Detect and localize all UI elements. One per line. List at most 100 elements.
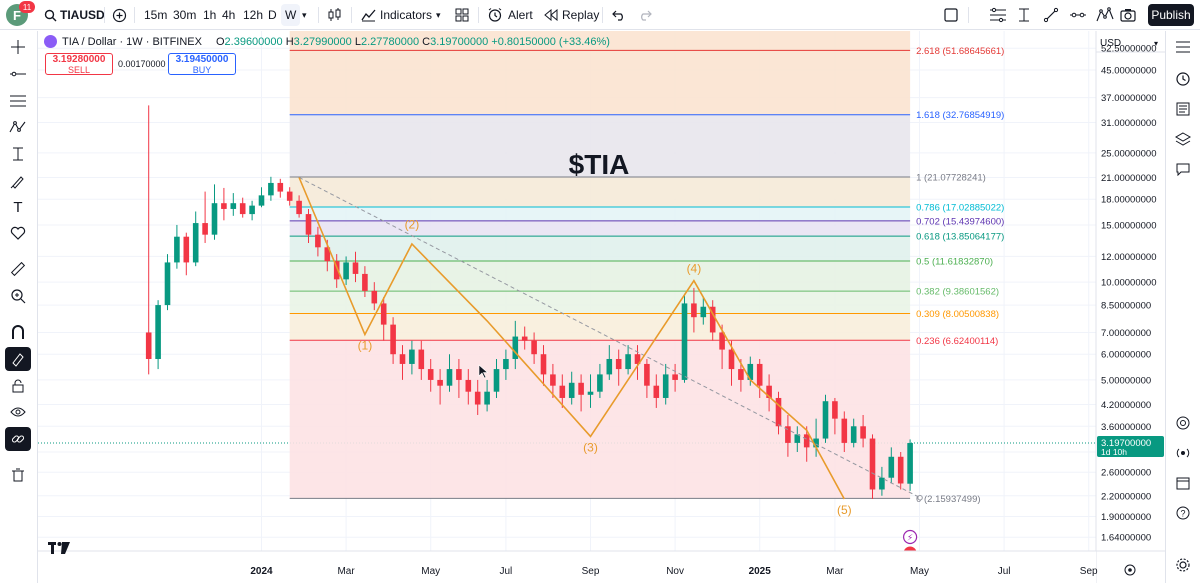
- replay-button[interactable]: Replay: [562, 8, 600, 22]
- fib-level-label: 0.786 (17.02885022): [916, 203, 1004, 214]
- price-chart[interactable]: 2.618 (51.68645661) 1.618 (32.76854919) 1 …: [38, 31, 1165, 583]
- last-price-value: 3.19700000: [1101, 438, 1151, 449]
- alert-button[interactable]: Alert: [508, 8, 533, 22]
- price-tick-label: 37.00000000: [1101, 93, 1156, 104]
- interval-dropdown-icon[interactable]: ▾: [302, 9, 307, 20]
- settings-gear-icon[interactable]: [1171, 553, 1195, 577]
- chat-icon[interactable]: [1171, 157, 1195, 181]
- symbol-search-icon[interactable]: [44, 0, 57, 30]
- indicators-dropdown-icon[interactable]: ▾: [436, 9, 441, 20]
- horizontal-lines-tool-icon[interactable]: [989, 0, 1007, 30]
- candle-style-icon[interactable]: [327, 0, 343, 30]
- candle-body: [484, 391, 490, 405]
- fib-zone-fill: [289, 114, 911, 177]
- fib-level-label: 0.618 (13.85064177): [916, 232, 1004, 243]
- interval-d[interactable]: D: [268, 8, 277, 22]
- svg-text:?: ?: [1180, 509, 1185, 519]
- price-axis[interactable]: USD ▾52.50000000 45.00000000 37.00000000 31.…: [1095, 31, 1165, 583]
- time-tick-label: Sep: [1080, 566, 1098, 577]
- currency-label: USD: [1100, 38, 1121, 49]
- layout-grid-icon[interactable]: [455, 0, 469, 30]
- horizontal-ray-tool-icon[interactable]: [1069, 0, 1087, 30]
- camera-snapshot-icon[interactable]: [1120, 0, 1136, 30]
- elliott-wave-tool-icon[interactable]: [1096, 0, 1114, 30]
- fib-retracement-tool-icon[interactable]: [5, 89, 31, 113]
- magnet-icon[interactable]: [5, 320, 31, 344]
- news-icon[interactable]: [1171, 97, 1195, 121]
- price-tick-label: 15.00000000: [1101, 220, 1156, 231]
- link-sync-icon[interactable]: [5, 427, 31, 451]
- candle-body: [869, 438, 876, 490]
- candle-body: [174, 236, 180, 263]
- publish-button[interactable]: Publish: [1148, 4, 1194, 26]
- text-cursor-tool-icon[interactable]: [1017, 0, 1031, 30]
- measure-tool-icon[interactable]: [5, 142, 31, 166]
- buy-button[interactable]: 3.19450000 BUY: [168, 53, 236, 75]
- target-icon[interactable]: [1171, 411, 1195, 435]
- chart-legend: TIA / Dollar · 1W · BITFINEX O2.39600000…: [44, 35, 610, 48]
- interval-30m[interactable]: 30m: [173, 8, 197, 22]
- time-axis[interactable]: 2024MarMayJulSepNov2025MarMayJulSepNov20…: [38, 550, 1165, 583]
- wave-label: (5): [837, 503, 852, 517]
- help-icon[interactable]: ?: [1171, 501, 1195, 525]
- trash-delete-icon[interactable]: [5, 463, 31, 487]
- indicators-button[interactable]: Indicators: [380, 8, 433, 22]
- interval-12h[interactable]: 12h: [243, 8, 264, 22]
- fib-level-label: 0.382 (9.38601562): [916, 287, 999, 298]
- symbol-name[interactable]: TIAUSD: [60, 8, 105, 22]
- redo-icon[interactable]: [638, 0, 652, 30]
- legend-symbol-title[interactable]: TIA / Dollar · 1W · BITFINEX: [62, 35, 202, 48]
- watchlist-icon[interactable]: [1171, 35, 1195, 59]
- favorites-heart-icon[interactable]: [5, 221, 31, 245]
- price-tick-label: 7.00000000: [1101, 328, 1151, 339]
- candle-body: [296, 200, 302, 215]
- candle-body: [803, 434, 810, 448]
- candle-body: [578, 382, 584, 395]
- compare-symbol-icon[interactable]: [112, 0, 127, 30]
- candle-body: [606, 358, 613, 375]
- calendar-icon[interactable]: [1171, 471, 1195, 495]
- wave-label: (3): [583, 440, 598, 454]
- candle-body: [691, 303, 697, 318]
- lock-drawings-icon[interactable]: [5, 374, 31, 398]
- hide-drawings-eye-icon[interactable]: [5, 400, 31, 424]
- close-value: 3.19700000: [430, 35, 489, 48]
- trend-line-tool-icon[interactable]: [1043, 0, 1059, 30]
- broadcast-icon[interactable]: [1171, 441, 1195, 465]
- stay-in-drawing-mode-icon[interactable]: [5, 347, 31, 371]
- replay-icon[interactable]: [543, 0, 559, 30]
- candle-body: [681, 303, 688, 380]
- wave-label: (2): [405, 218, 420, 232]
- candle-body: [399, 354, 406, 364]
- line-tool-icon[interactable]: [5, 62, 31, 86]
- fib-level-label: 1.618 (32.76854919): [916, 110, 1004, 121]
- interval-1h[interactable]: 1h: [203, 8, 217, 22]
- zoom-in-icon[interactable]: [5, 284, 31, 308]
- elliott-wave-path: [298, 177, 846, 500]
- sell-price: 3.19280000: [52, 54, 106, 65]
- text-tool-icon[interactable]: T: [13, 198, 23, 216]
- buy-price: 3.19450000: [175, 54, 229, 65]
- trend-line[interactable]: [298, 177, 923, 501]
- undo-icon[interactable]: [612, 0, 626, 30]
- indicators-icon[interactable]: [361, 0, 376, 30]
- alerts-clock-icon[interactable]: [1171, 67, 1195, 91]
- crosshair-tool-icon[interactable]: [5, 35, 31, 59]
- alert-clock-icon[interactable]: [487, 0, 503, 30]
- ruler-tool-icon[interactable]: [5, 257, 31, 281]
- brush-tool-icon[interactable]: [5, 169, 31, 193]
- high-value: 3.27990000: [293, 35, 352, 48]
- sell-button[interactable]: 3.19280000 SELL: [45, 53, 113, 75]
- interval-15m[interactable]: 15m: [144, 8, 168, 22]
- fib-level-label: 1 (21.07728241): [916, 172, 986, 183]
- fib-level-label: 0.702 (15.43974600): [916, 216, 1004, 227]
- interval-4h[interactable]: 4h: [222, 8, 236, 22]
- fullscreen-icon[interactable]: [944, 0, 958, 30]
- interval-w[interactable]: W: [281, 4, 301, 26]
- pattern-tool-icon[interactable]: [5, 115, 31, 139]
- elliott-wave[interactable]: (1) (2) (3) (4) (5): [298, 177, 852, 517]
- layers-icon[interactable]: [1171, 127, 1195, 151]
- candle-body: [615, 358, 622, 370]
- fib-retracement[interactable]: 2.618 (51.68645661) 1.618 (32.76854919) 1 …: [289, 31, 1005, 505]
- time-tick-label: Jul: [998, 566, 1011, 577]
